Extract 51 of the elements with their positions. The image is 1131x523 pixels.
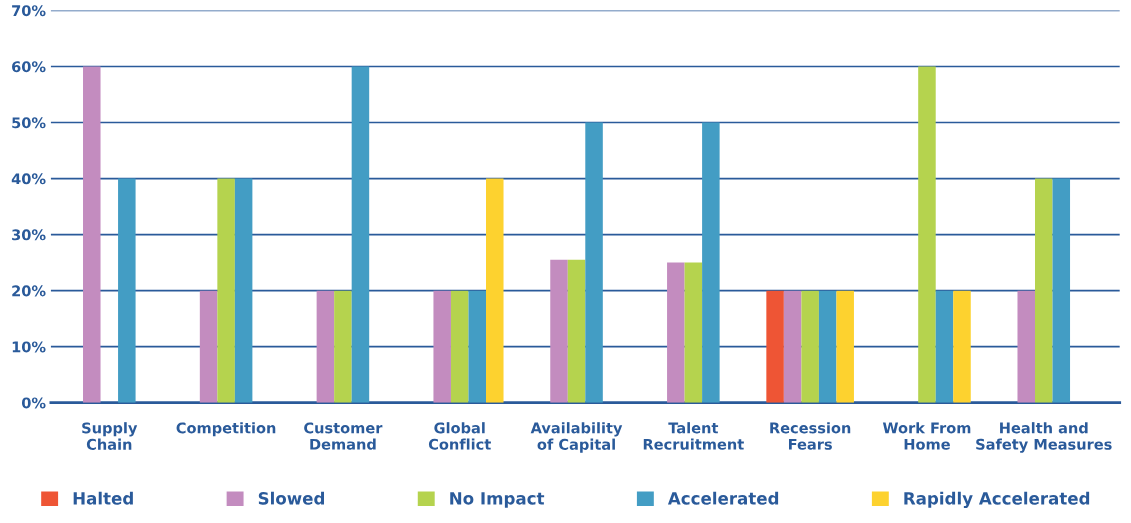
bar [766, 290, 784, 403]
bar [234, 178, 253, 403]
x-tick-label: Recession Fears [770, 422, 851, 450]
bar [702, 122, 720, 403]
bar [450, 290, 469, 403]
bar [667, 262, 685, 403]
bar [486, 178, 504, 403]
bar [818, 290, 837, 403]
bar [1017, 290, 1035, 403]
bar [550, 259, 568, 403]
bar [217, 178, 235, 403]
x-tick-label: Availability of Capital [530, 422, 623, 453]
y-tick-label: 50% [12, 117, 46, 129]
y-tick-label: 40% [11, 173, 46, 185]
legend-label: Halted [73, 491, 133, 505]
legend-label: No Impact [450, 492, 545, 508]
x-tick-label: Health and Safety Measures [976, 422, 1112, 453]
x-tick-label: Customer Demand [304, 422, 383, 450]
bar [918, 66, 936, 403]
legend-label: Accelerated [667, 491, 779, 505]
y-tick-label: 30% [12, 229, 46, 241]
legend-label: Rapidly Accelerated [904, 491, 1090, 508]
bar [1052, 178, 1071, 403]
bar [351, 66, 370, 403]
bar [585, 122, 603, 403]
bar [783, 290, 802, 403]
bar [801, 290, 819, 403]
bar [118, 178, 136, 403]
bar [316, 290, 335, 403]
bar [567, 259, 586, 403]
x-tick-label: Talent Recruitment [643, 422, 744, 450]
y-tick-label: 20% [12, 285, 46, 297]
x-tick-label: Supply Chain [82, 422, 138, 450]
y-tick-label: 0% [21, 397, 46, 409]
bar [334, 290, 352, 403]
bar [468, 290, 487, 403]
x-tick-label: Work From Home [882, 422, 971, 450]
bar [836, 290, 854, 403]
bar [1035, 178, 1053, 403]
bar [953, 290, 971, 403]
y-tick-label: 10% [12, 341, 46, 353]
y-tick-label: 70% [12, 5, 46, 17]
bar [935, 290, 954, 403]
bar [684, 262, 703, 403]
x-tick-label: Global Conflict [428, 422, 491, 450]
bar [433, 290, 451, 403]
legend-label: Slowed [258, 491, 324, 505]
bar [83, 66, 101, 403]
x-tick-label: Competition [176, 422, 276, 437]
y-tick-label: 60% [12, 61, 46, 73]
bar [199, 290, 218, 403]
